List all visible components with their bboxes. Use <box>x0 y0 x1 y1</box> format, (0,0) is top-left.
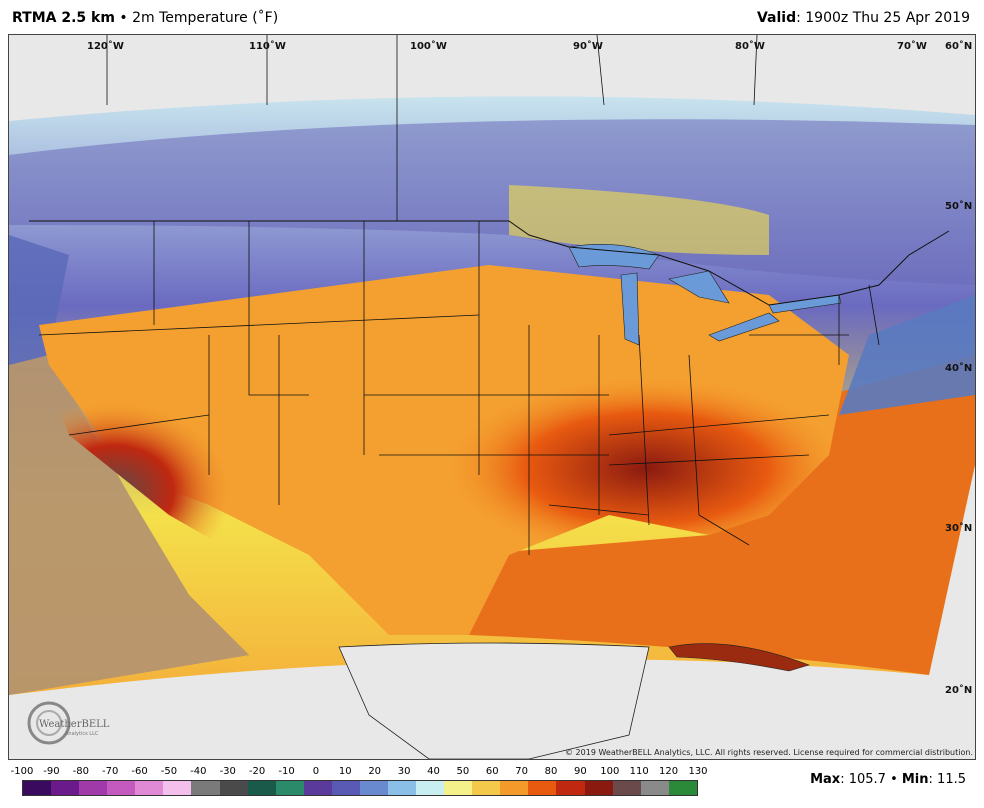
colorbar-segment <box>107 781 136 795</box>
lat-label-40n: 40˚N <box>945 362 972 374</box>
colorbar-segment <box>191 781 220 795</box>
valid-time-value: : 1900z Thu 25 Apr 2019 <box>796 10 970 26</box>
map-canvas: 120˚W 110˚W 100˚W 90˚W 80˚W 70˚W 60˚N 50… <box>9 35 975 759</box>
temperature-map[interactable]: 120˚W 110˚W 100˚W 90˚W 80˚W 70˚W 60˚N 50… <box>8 34 976 760</box>
title-separator: • <box>119 10 128 26</box>
colorbar-segment <box>444 781 473 795</box>
colorbar-tick-label: -20 <box>248 766 266 777</box>
colorbar-segment <box>331 781 360 795</box>
lat-label-50n: 50˚N <box>945 200 972 212</box>
lon-label-100w: 100˚W <box>410 40 447 52</box>
colorbar-tick-label: -70 <box>102 766 119 777</box>
colorbar-segment <box>303 781 332 795</box>
colorbar-tick-label: 60 <box>485 766 499 777</box>
colorbar-segment <box>51 781 80 795</box>
colorbar-scale <box>22 780 698 796</box>
colorbar-tick-label: 40 <box>427 766 440 777</box>
colorbar-tick-label: 100 <box>600 766 620 777</box>
colorbar-tick-label: -60 <box>131 766 148 777</box>
colorbar-segment <box>163 781 192 795</box>
valid-label: Valid <box>756 10 797 26</box>
weatherbell-logo: WeatherBELL Analytics LLC <box>27 701 110 745</box>
min-label: Min <box>901 772 929 787</box>
colorbar-tick-label: 10 <box>338 766 352 777</box>
colorbar-segment <box>500 781 529 795</box>
lat-label-60n: 60˚N <box>945 40 972 52</box>
max-label: Max <box>810 772 841 787</box>
colorbar-tick-label: -40 <box>190 766 207 777</box>
colorbar-tick-label: -50 <box>160 766 178 777</box>
colorbar-segment <box>388 781 417 795</box>
variable-name: 2m Temperature (˚F) <box>132 10 279 26</box>
max-value: : 105.7 <box>840 772 886 787</box>
map-title: RTMA 2.5 km • 2m Temperature (˚F) <box>12 10 278 26</box>
colorbar-segment <box>472 781 501 795</box>
valid-time: Valid: 1900z Thu 25 Apr 2019 <box>757 10 970 26</box>
colorbar-segment <box>556 781 585 795</box>
min-value: : 11.5 <box>928 772 966 787</box>
colorbar-tick-label: 70 <box>515 766 529 777</box>
lon-label-70w: 70˚W <box>897 40 927 52</box>
colorbar-tick-label: 50 <box>456 766 470 777</box>
colorbar-segment <box>668 781 697 795</box>
colorbar-segment <box>584 781 613 795</box>
colorbar-segment <box>79 781 108 795</box>
lon-label-110w: 110˚W <box>249 40 286 52</box>
colorbar-segment <box>275 781 304 795</box>
colorbar-segment <box>359 781 389 795</box>
lat-label-30n: 30˚N <box>945 522 972 534</box>
colorbar-segment <box>247 781 276 795</box>
colorbar-tick-label: 130 <box>688 766 708 777</box>
latitude-labels: 60˚N 50˚N 40˚N 30˚N 20˚N <box>945 40 972 696</box>
colorbar-tick-label: -10 <box>278 766 295 777</box>
max-min-stats: Max: 105.7 • Min: 11.5 <box>810 772 966 787</box>
colorbar-segment <box>23 781 52 795</box>
colorbar-tick-label: -30 <box>219 766 236 777</box>
colorbar-tick-label: 90 <box>574 766 587 777</box>
lon-label-90w: 90˚W <box>573 40 603 52</box>
lon-label-120w: 120˚W <box>87 40 124 52</box>
stats-bullet: • <box>890 772 898 787</box>
colorbar-tick-label: -90 <box>43 766 60 777</box>
colorbar-tick-label: 110 <box>629 766 649 777</box>
copyright-notice: © 2019 WeatherBELL Analytics, LLC. All r… <box>565 748 973 757</box>
lat-label-20n: 20˚N <box>945 684 972 696</box>
product-name: RTMA 2.5 km <box>12 10 115 26</box>
colorbar-tick-label: 120 <box>659 766 679 777</box>
lon-label-80w: 80˚W <box>735 40 765 52</box>
colorbar-tick-label: 80 <box>544 766 558 777</box>
colorbar-tick-label: 30 <box>397 766 411 777</box>
logo-text: WeatherBELL <box>39 719 110 730</box>
longitude-labels: 120˚W 110˚W 100˚W 90˚W 80˚W 70˚W <box>87 40 927 52</box>
colorbar-segment <box>219 781 248 795</box>
colorbar-segment <box>416 781 445 795</box>
colorbar-ticks: -100 -90 -80 -70 -60 -50 -40 -30 -20 -10 0 10 20 30 40… <box>10 766 710 778</box>
colorbar-tick-label: -100 <box>10 766 34 777</box>
colorbar-segment <box>640 781 669 795</box>
temperature-colorbar: -100 -90 -80 -70 -60 -50 -40 -30 -20 -10 0 10 20 30 40… <box>10 766 710 804</box>
colorbar-segment <box>612 781 641 795</box>
colorbar-segment <box>528 781 557 795</box>
colorbar-tick-label: -80 <box>72 766 89 777</box>
logo-subtext: Analytics LLC <box>65 731 99 737</box>
state-borders <box>38 221 880 555</box>
colorbar-segment <box>135 781 164 795</box>
colorbar-tick-label: 20 <box>368 766 382 777</box>
colorbar-tick-label: 0 <box>312 766 320 777</box>
